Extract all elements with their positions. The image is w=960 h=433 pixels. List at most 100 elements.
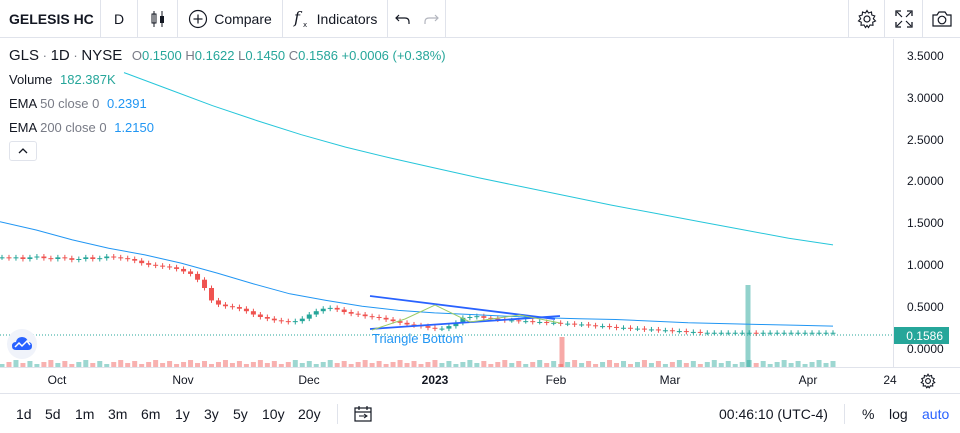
open-value: 0.1500 [141, 48, 182, 63]
divider [337, 404, 338, 424]
candle-body [411, 324, 417, 326]
volume-bar [355, 362, 361, 367]
candle-body [530, 321, 536, 323]
volume-bar [334, 363, 340, 367]
volume-bar [167, 361, 173, 367]
auto-toggle[interactable]: auto [922, 406, 950, 422]
undo-icon[interactable] [394, 12, 411, 26]
ema50-legend[interactable]: EMA 50 close 0 0.2391 [9, 96, 147, 111]
candle-body [41, 256, 47, 259]
legend-ticker[interactable]: GLS [9, 47, 40, 64]
volume-bar [292, 360, 298, 367]
ohlc-legend: GLS · 1D · NYSE O0.1500 H0.1622 L0.1450 … [9, 47, 446, 64]
candle-body [306, 314, 312, 319]
compare-button[interactable]: Compare [178, 0, 283, 38]
candle-body [481, 316, 487, 318]
candle-body [383, 317, 389, 320]
chart-type-button[interactable] [138, 0, 178, 38]
candle-body [600, 326, 606, 328]
candle-body [188, 271, 194, 274]
volume-bar [34, 364, 40, 367]
volume-bar [683, 363, 689, 367]
candle-body [62, 257, 68, 259]
time-tick: Feb [545, 373, 567, 387]
range-1m[interactable]: 1m [75, 406, 95, 422]
time-tick: 2023 [421, 373, 449, 387]
volume-bar [188, 360, 194, 367]
volume-spike [745, 285, 751, 367]
candle-body [655, 329, 661, 331]
range-10y[interactable]: 10y [262, 406, 285, 422]
candle-body [76, 259, 82, 260]
candle-body [264, 317, 270, 319]
log-toggle[interactable]: log [889, 406, 908, 422]
candle-body [160, 265, 166, 267]
volume-bar [97, 361, 103, 367]
candle-body [376, 317, 382, 318]
volume-bar [600, 362, 606, 367]
range-5d[interactable]: 5d [45, 406, 61, 422]
price-tick: 2.5000 [907, 133, 944, 147]
candle-body [725, 332, 731, 334]
low-label: L [238, 48, 246, 63]
range-20y[interactable]: 20y [298, 406, 321, 422]
percent-toggle[interactable]: % [862, 406, 875, 422]
interval-button[interactable]: D [101, 0, 138, 38]
candle-body [704, 332, 710, 334]
candle-body [34, 256, 40, 258]
candle-body [278, 320, 284, 322]
candle-body [579, 324, 585, 326]
volume-legend[interactable]: Volume 182.387K [9, 72, 116, 87]
price-tick: 0.0000 [907, 342, 944, 356]
volume-bar [676, 360, 682, 367]
range-5y[interactable]: 5y [233, 406, 248, 422]
candle-body [802, 332, 808, 334]
fullscreen-button[interactable] [884, 0, 922, 38]
volume-bar [711, 360, 717, 367]
candle-body [781, 332, 787, 334]
candles-icon [151, 10, 164, 27]
gear-icon [857, 9, 876, 29]
function-icon: f x [293, 9, 307, 29]
volume-bar [411, 361, 417, 367]
calendar-range-icon[interactable] [354, 406, 372, 422]
symbol-search[interactable]: GELESIS HC [0, 0, 101, 38]
undo-redo-group [388, 0, 446, 38]
volume-bar [425, 362, 431, 367]
candle-body [676, 331, 682, 333]
price-tick: 1.0000 [907, 258, 944, 272]
time-tick: Mar [659, 373, 681, 387]
volume-bar [816, 360, 822, 367]
low-value: 0.1450 [245, 48, 286, 63]
volume-bar [502, 360, 508, 367]
ema200-legend[interactable]: EMA 200 close 0 1.2150 [9, 120, 154, 135]
range-1y[interactable]: 1y [175, 406, 190, 422]
price-chart[interactable]: Triangle Bottom [0, 39, 893, 367]
time-axis[interactable]: Oct Nov Dec 2023 Feb Mar Apr 24 [0, 367, 960, 393]
volume-bar [383, 364, 389, 367]
tradingview-logo[interactable] [7, 329, 37, 359]
volume-bar [488, 364, 494, 367]
high-value: 0.1622 [194, 48, 235, 63]
range-1d[interactable]: 1d [16, 406, 32, 422]
volume-bar [397, 360, 403, 367]
candle-body [516, 320, 522, 322]
screenshot-button[interactable] [922, 0, 960, 38]
clock[interactable]: 00:46:10 (UTC-4) [719, 406, 828, 422]
range-6m[interactable]: 6m [141, 406, 161, 422]
triangle-upper-line [369, 295, 556, 320]
gear-icon[interactable] [920, 373, 936, 389]
redo-icon[interactable] [423, 12, 439, 26]
legend-collapse-button[interactable] [9, 141, 37, 161]
candle-body [118, 257, 124, 259]
indicators-button[interactable]: f x Indicators [283, 0, 388, 38]
volume-bar [55, 363, 61, 367]
volume-bar [250, 362, 256, 367]
range-3m[interactable]: 3m [108, 406, 128, 422]
price-axis[interactable]: 3.5000 3.0000 2.5000 2.0000 1.5000 1.000… [893, 39, 960, 367]
range-3y[interactable]: 3y [204, 406, 219, 422]
volume-bar [809, 362, 815, 367]
volume-bar [229, 363, 235, 367]
settings-button[interactable] [848, 0, 884, 38]
candle-body [313, 311, 319, 315]
